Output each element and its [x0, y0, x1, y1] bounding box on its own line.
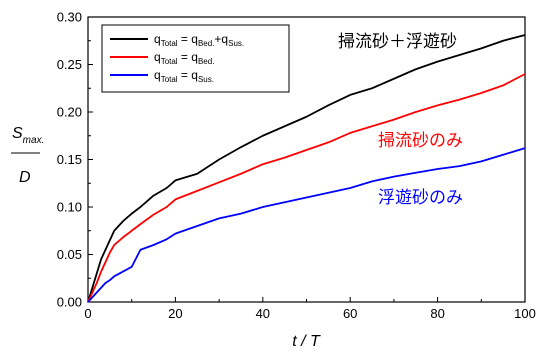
- legend-subscript: Total: [161, 75, 178, 84]
- series-line-total-bed-suspended: [87, 34, 526, 303]
- axis-ticks: 0 20 40 60 80 100 0.00 0.05 0.10 0.15 0.20 0.25 0.30: [57, 10, 536, 322]
- x-tick-label: 0: [84, 306, 91, 321]
- series-line-suspended-only: [87, 147, 526, 303]
- series-layer: [87, 34, 526, 303]
- legend-text-part: = q: [178, 32, 198, 46]
- legend-subscript: Bed.: [198, 39, 214, 48]
- y-tick-label: 0.00: [57, 295, 82, 310]
- legend-subscript: Bed.: [198, 57, 214, 66]
- legend-text-part: q: [154, 68, 161, 82]
- y-axis-numerator-subscript: max.: [23, 135, 45, 146]
- legend-subscript: Sus.: [198, 75, 214, 84]
- x-tick-label: 20: [168, 306, 182, 321]
- legend-subscript: Total: [161, 57, 178, 66]
- annotation-bed-plus-suspended: 掃流砂＋浮遊砂: [338, 32, 457, 52]
- legend-label: qTotal = qSus.: [154, 68, 214, 84]
- y-tick-label: 0.25: [57, 57, 82, 72]
- annotation-suspended-only: 浮遊砂のみ: [378, 188, 463, 208]
- legend-label: qTotal = qBed.: [154, 50, 214, 66]
- y-tick-label: 0.05: [57, 247, 82, 262]
- legend: qTotal = qBed.+qSus.qTotal = qBed.qTotal…: [101, 24, 290, 93]
- legend-text-part: q: [154, 50, 161, 64]
- x-tick-label: 100: [514, 306, 536, 321]
- y-tick-label: 0.10: [57, 200, 82, 215]
- legend-text-part: q: [154, 32, 161, 46]
- legend-text-part: = q: [178, 68, 198, 82]
- annotation-bed-only: 掃流砂のみ: [378, 131, 463, 151]
- svg-text:Smax.: Smax.: [12, 125, 44, 146]
- legend-label: qTotal = qBed.+qSus.: [154, 32, 244, 48]
- legend-subscript: Total: [161, 39, 178, 48]
- legend-text-part: +q: [214, 32, 228, 46]
- x-tick-label: 40: [256, 306, 270, 321]
- series-line-bed-only: [87, 73, 526, 303]
- x-tick-label: 60: [343, 306, 357, 321]
- y-axis-denominator: D: [19, 169, 31, 186]
- y-tick-label: 0.30: [57, 10, 82, 25]
- x-axis-title: t / T: [292, 333, 321, 350]
- y-tick-label: 0.15: [57, 152, 82, 167]
- y-axis-title: Smax. D: [11, 125, 44, 186]
- legend-box: [101, 24, 290, 93]
- legend-text-part: = q: [178, 50, 198, 64]
- x-tick-label: 80: [430, 306, 444, 321]
- legend-subscript: Sus.: [228, 39, 244, 48]
- y-tick-label: 0.20: [57, 105, 82, 120]
- y-axis-numerator: S: [12, 125, 23, 142]
